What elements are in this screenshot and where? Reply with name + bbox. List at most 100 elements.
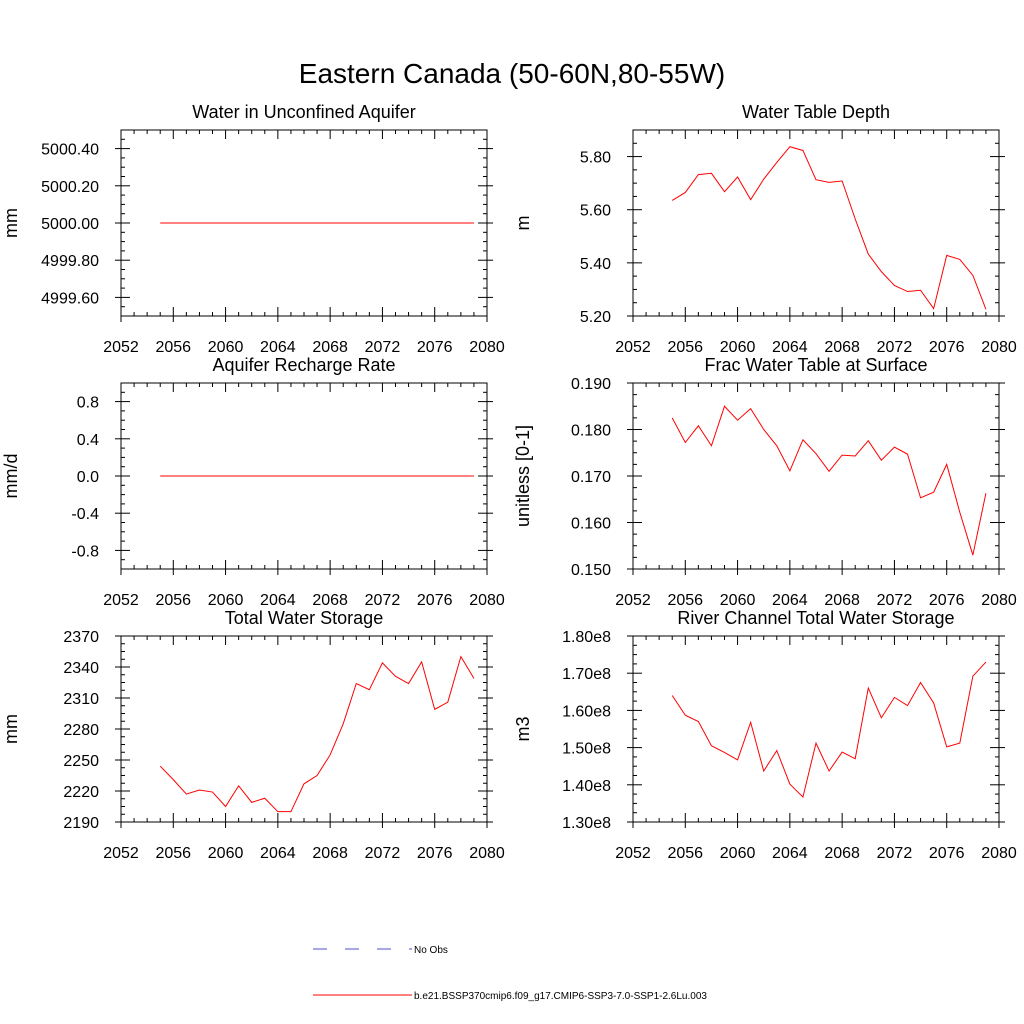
x-tick-label: 2068 [824,592,860,609]
series-line-1 [671,146,987,310]
panels: Water in Unconfined Aquifer mm 2052 2056 206… [1,102,1017,862]
y-tick-label: 1.50e8 [562,741,611,758]
panel-1: Water in Unconfined Aquifer mm 2052 2056 206… [1,102,505,356]
x-tick-label: 2064 [772,592,808,609]
y-axis-label: m3 [513,716,533,741]
x-tick-label: 2052 [103,845,139,862]
y-tick-label: 2310 [63,691,99,708]
x-tick-label: 2068 [312,592,348,609]
panel-4: Frac Water Table at Surface unitless [0-1… [513,355,1017,609]
x-tick-label: 2052 [615,845,651,862]
x-tick-label: 2072 [365,339,401,356]
plot-frame [632,635,1000,823]
x-tick-label: 2064 [772,845,808,862]
series-line-1 [671,661,987,799]
x-tick-label: 2056 [667,845,703,862]
panel-title: Frac Water Table at Surface [704,355,927,375]
y-tick-label: 4999.80 [41,253,99,270]
x-tick-label: 2068 [824,339,860,356]
x-tick-label: 2056 [667,592,703,609]
panel-title: Total Water Storage [225,608,383,628]
x-tick-label: 2076 [417,845,453,862]
panel-5: Total Water Storage mm 2052 2056 2060 2064 206… [1,608,505,862]
panel-2: Water Table Depth m 2052 2056 2060 2064 2068 20… [513,102,1017,356]
y-tick-label: 2250 [63,753,99,770]
panel-6: River Channel Total Water Storage m3 2052 2… [513,608,1017,862]
y-tick-label: 0.180 [571,423,611,440]
x-tick-label: 2072 [365,592,401,609]
panel-title: Water Table Depth [742,102,890,122]
y-axis-label: mm [1,714,21,744]
y-tick-label: 5.40 [580,256,611,273]
y-tick-label: 1.70e8 [562,666,611,683]
y-tick-label: 2190 [63,815,99,832]
x-tick-label: 2064 [260,339,296,356]
x-tick-label: 2080 [469,845,505,862]
y-tick-label: -0.8 [71,543,99,560]
x-tick-label: 2052 [103,339,139,356]
plot-frame [632,382,1000,570]
x-tick-label: 2064 [260,592,296,609]
x-tick-label: 2080 [469,592,505,609]
x-tick-label: 2072 [877,592,913,609]
x-tick-label: 2060 [208,592,244,609]
y-axis-label: mm [1,208,21,238]
x-tick-label: 2076 [929,339,965,356]
y-tick-label: 0.160 [571,516,611,533]
x-tick-label: 2060 [208,339,244,356]
y-tick-label: 1.80e8 [562,629,611,646]
x-tick-label: 2060 [720,592,756,609]
y-tick-label: -0.4 [71,506,99,523]
x-tick-label: 2060 [720,339,756,356]
x-tick-label: 2072 [877,845,913,862]
y-tick-label: 0.8 [77,395,99,412]
y-axis-label: unitless [0-1] [513,425,533,527]
x-tick-label: 2076 [417,339,453,356]
x-tick-label: 2060 [720,845,756,862]
y-tick-label: 5.80 [580,150,611,167]
x-tick-label: 2056 [667,339,703,356]
y-axis-label: m [513,216,533,231]
y-tick-label: 0.4 [77,432,99,449]
y-axis-label: mm/d [1,454,21,499]
y-tick-label: 0.170 [571,469,611,486]
x-tick-label: 2072 [365,845,401,862]
y-tick-label: 1.60e8 [562,703,611,720]
y-tick-label: 5000.00 [41,216,99,233]
panel-title: Aquifer Recharge Rate [212,355,395,375]
x-tick-label: 2072 [877,339,913,356]
y-tick-label: 5000.40 [41,142,99,159]
y-tick-label: 1.40e8 [562,778,611,795]
figure-title: Eastern Canada (50-60N,80-55W) [299,58,725,89]
x-tick-label: 2052 [103,592,139,609]
x-tick-label: 2064 [260,845,296,862]
plot-frame [632,129,1000,317]
y-tick-label: 2370 [63,629,99,646]
x-tick-label: 2056 [155,592,191,609]
x-tick-label: 2076 [929,592,965,609]
panel-title: River Channel Total Water Storage [677,608,954,628]
panel-title: Water in Unconfined Aquifer [192,102,415,122]
x-tick-label: 2068 [824,845,860,862]
legend-label-no-obs: No Obs [414,945,448,956]
y-tick-label: 0.150 [571,562,611,579]
x-tick-label: 2052 [615,592,651,609]
y-tick-label: 2280 [63,722,99,739]
y-tick-label: 5000.20 [41,179,99,196]
legend-label-model: b.e21.BSSP370cmip6.f09_g17.CMIP6-SSP3-7.… [414,991,707,1002]
x-tick-label: 2056 [155,339,191,356]
x-tick-label: 2080 [469,339,505,356]
x-tick-label: 2056 [155,845,191,862]
x-tick-label: 2080 [981,592,1017,609]
x-tick-label: 2068 [312,845,348,862]
y-tick-label: 2220 [63,784,99,801]
series-line-1 [671,405,987,556]
y-tick-label: 5.20 [580,309,611,326]
x-tick-label: 2068 [312,339,348,356]
panel-3: Aquifer Recharge Rate mm/d 2052 2056 2060 206… [1,355,505,609]
x-tick-label: 2064 [772,339,808,356]
y-tick-label: 2340 [63,660,99,677]
legend: No Obs b.e21.BSSP370cmip6.f09_g17.CMIP6-… [313,945,707,1002]
x-tick-label: 2076 [417,592,453,609]
x-tick-label: 2080 [981,339,1017,356]
